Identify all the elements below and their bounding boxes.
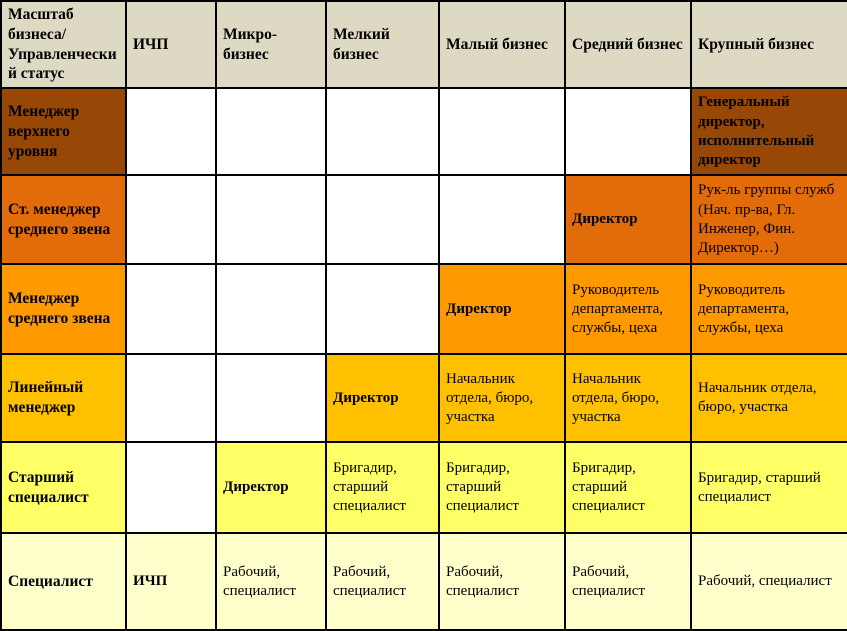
table-cell-empty	[125, 174, 217, 266]
row-label: Линейный менеджер	[0, 353, 127, 444]
table-cell: Бригадир, старший специалист	[564, 441, 692, 535]
table-cell: ИЧП	[125, 532, 217, 631]
table-cell: Рабочий, специалист	[325, 532, 440, 631]
table-cell-empty	[125, 353, 217, 444]
table-cell: Начальник отдела, бюро, участка	[438, 353, 566, 444]
table-row: Ст. менеджер среднего звена Директор Рук-л…	[0, 174, 847, 266]
row-label: Старший специалист	[0, 441, 127, 535]
table-cell: Руководитель департамента, службы, цеха	[564, 263, 692, 356]
row-label: Менеджер верхнего уровня	[0, 87, 127, 177]
table-cell-empty	[325, 87, 440, 177]
table-cell-empty	[215, 353, 327, 444]
table-cell: Начальник отдела, бюро, участка	[690, 353, 847, 444]
table-cell: Рабочий, специалист	[690, 532, 847, 631]
table-row: Специалист ИЧП Рабочий, специалист Рабочий,…	[0, 532, 847, 631]
table-cell: Рабочий, специалист	[564, 532, 692, 631]
header-row: Масштаб бизнеса/ Управленческий статус ИЧ…	[0, 0, 847, 90]
row-label: Ст. менеджер среднего звена	[0, 174, 127, 266]
table-cell: Бригадир, старший специалист	[325, 441, 440, 535]
table-cell: Директор	[325, 353, 440, 444]
column-header: Микро-бизнес	[215, 0, 327, 90]
column-header: Мелкий бизнес	[325, 0, 440, 90]
row-label: Менеджер среднего звена	[0, 263, 127, 356]
table-cell: Бригадир, старший специалист	[690, 441, 847, 535]
table-cell: Бригадир, старший специалист	[438, 441, 566, 535]
row-label: Специалист	[0, 532, 127, 631]
table-cell-empty	[325, 174, 440, 266]
table-row: Линейный менеджер Директор Начальник отдел…	[0, 353, 847, 444]
table-cell-empty	[125, 441, 217, 535]
table-cell-empty	[125, 87, 217, 177]
column-header: Малый бизнес	[438, 0, 566, 90]
table-cell-empty	[215, 174, 327, 266]
table-cell-empty	[564, 87, 692, 177]
table-header: Масштаб бизнеса/ Управленческий статус ИЧ…	[0, 0, 847, 90]
column-header: Крупный бизнес	[690, 0, 847, 90]
table-cell-empty	[125, 263, 217, 356]
column-header: Средний бизнес	[564, 0, 692, 90]
table-cell-empty	[215, 87, 327, 177]
table-cell: Начальник отдела, бюро, участка	[564, 353, 692, 444]
table-cell: Директор	[438, 263, 566, 356]
table-row: Менеджер среднего звена Директор Руководит…	[0, 263, 847, 356]
column-header: ИЧП	[125, 0, 217, 90]
table-cell: Директор	[564, 174, 692, 266]
table-cell-empty	[438, 174, 566, 266]
table-row: Старший специалист Директор Бригадир, стар…	[0, 441, 847, 535]
table-cell-empty	[325, 263, 440, 356]
table-cell: Рабочий, специалист	[438, 532, 566, 631]
table-cell-empty	[215, 263, 327, 356]
table-cell: Рук-ль группы служб (Нач. пр-ва, Гл. Инж…	[690, 174, 847, 266]
table-cell: Генеральный директор, исполнительный дир…	[690, 87, 847, 177]
table-cell-empty	[438, 87, 566, 177]
table-body: Менеджер верхнего уровня Генеральный дире…	[0, 87, 847, 631]
table-cell: Руководитель департамента, службы, цеха	[690, 263, 847, 356]
table-row: Менеджер верхнего уровня Генеральный дире…	[0, 87, 847, 177]
table-cell: Рабочий, специалист	[215, 532, 327, 631]
table-cell: Директор	[215, 441, 327, 535]
column-header: Масштаб бизнеса/ Управленческий статус	[0, 0, 127, 90]
